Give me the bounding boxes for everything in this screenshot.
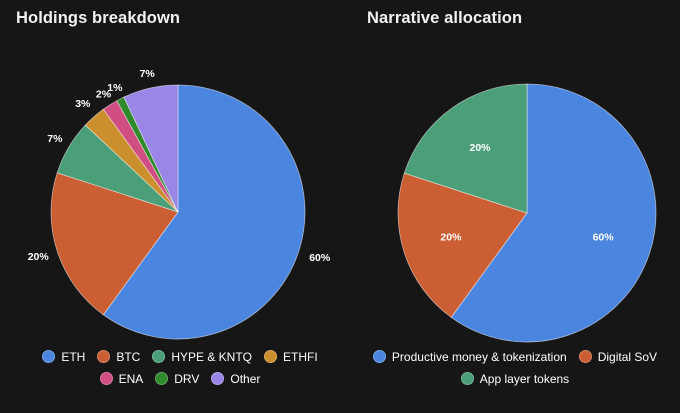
legend-label: App layer tokens [479,371,570,386]
holdings-breakdown-panel: Holdings breakdown 60% 20% 7% 3% 2% 1% 7% ETH B… [16,9,340,387]
legend-swatch-icon [42,350,56,363]
data-label-drv: 1% [107,82,123,94]
data-label-btc: 20% [28,251,50,263]
legend-label: Digital SoV [597,349,658,364]
legend-label: ETH [61,349,86,364]
holdings-pie-chart: 60% 20% 7% 3% 2%1% 7% [28,68,331,340]
legend-item-digital-sov[interactable]: Digital SoV [578,348,658,365]
legend-swatch-icon [99,372,113,385]
legend-label: HYPE & KNTQ [171,349,252,364]
legend-swatch-icon [578,350,592,363]
narrative-chart-title: Narrative allocation [367,9,523,27]
legend-label: ETHFI [283,349,318,364]
narrative-pie-chart: 60% 20% 20% [397,83,657,343]
legend-swatch-icon [155,372,169,385]
legend-label: DRV [174,371,200,386]
legend-item-hype-and-kntq[interactable]: HYPE & KNTQ [152,348,252,365]
legend-item-ena[interactable]: ENA [99,370,144,387]
pie-slice-digital-sov [397,172,528,318]
legend-label: ENA [118,371,144,386]
legend-label: Other [230,371,261,386]
data-label-ethfi: 3% [75,98,91,110]
legend-swatch-icon [372,350,386,363]
narrative-allocation-panel: Narrative allocation 60% 20% 20% Productiv… [345,0,680,413]
legend-item-btc[interactable]: BTC [97,348,140,365]
legend-item-other[interactable]: Other [211,370,260,387]
legend-swatch-icon [460,372,474,385]
legend-item-drv[interactable]: DRV [155,370,199,387]
pie-slice-btc [50,172,179,316]
legend-item-ethfi[interactable]: ETHFI [264,348,318,365]
data-label-hype-and-kntq: 7% [47,133,63,145]
legend-swatch-icon [152,350,166,363]
pie-slice-app-layer-tokens [403,83,528,214]
legend-label: BTC [116,349,141,364]
legend-swatch-icon [211,372,225,385]
legend-item-productive-money-and-tokenization[interactable]: Productive money & tokenization [372,348,567,365]
data-label-ena: 2% [96,88,112,100]
holdings-chart-title: Holdings breakdown [16,9,181,27]
pie-slice-other [123,84,179,213]
legend-item-app-layer-tokens[interactable]: App layer tokens [460,370,570,387]
legend-label: Productive money & tokenization [391,349,567,364]
legend-item-eth[interactable]: ETH [42,348,85,365]
holdings-legend: ETH BTC HYPE & KNTQ ETHFI ENA DRV Other [20,348,340,387]
data-label-eth: 60% [309,252,331,264]
pie-slice-eth [102,84,306,340]
narrative-legend: Productive money & tokenization Digital S… [355,348,675,387]
pie-slice-productive-money-and-tokenization [450,83,657,343]
data-label-app-layer-tokens: 20% [469,142,491,154]
legend-swatch-icon [97,350,111,363]
data-label-productive-money-and-tokenization: 60% [593,231,615,243]
data-label-digital-sov: 20% [440,231,462,243]
legend-swatch-icon [264,350,277,363]
data-label-other: 7% [140,68,156,80]
